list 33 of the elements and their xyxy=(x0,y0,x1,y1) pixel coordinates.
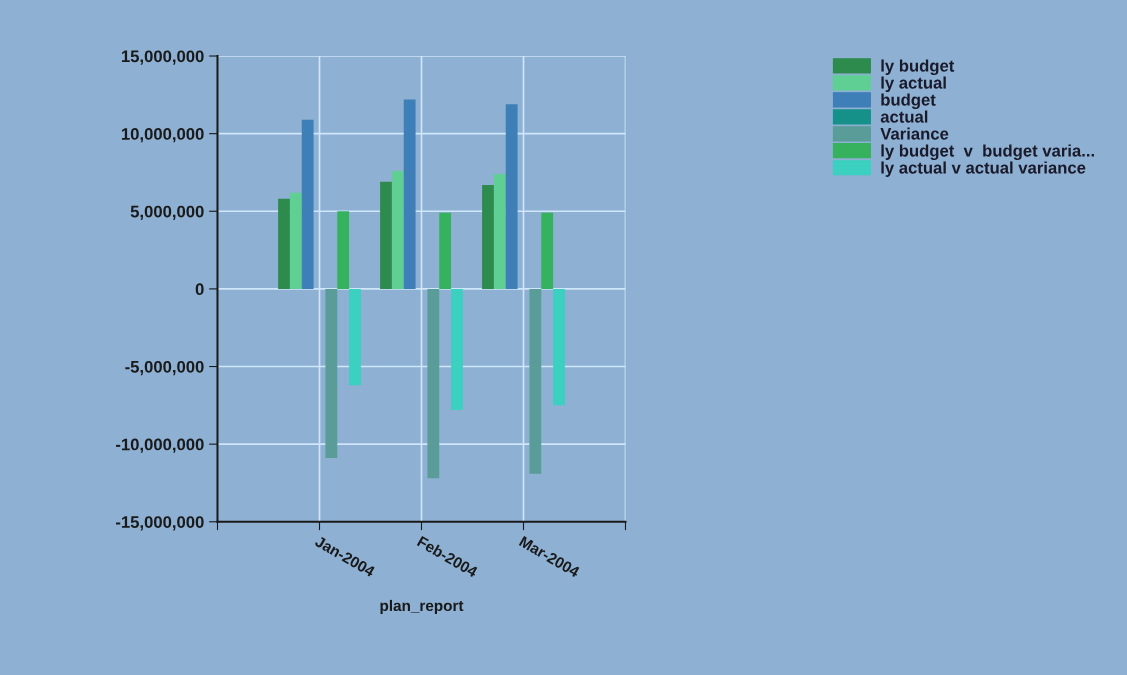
bar xyxy=(541,212,554,289)
bar xyxy=(427,288,440,479)
bar xyxy=(380,181,392,289)
legend-label: ly budget xyxy=(881,59,955,76)
bar xyxy=(391,170,404,289)
legend-label: actual xyxy=(880,110,928,123)
legend-label: budget xyxy=(881,93,936,110)
bar xyxy=(403,99,416,289)
legend-label: ly budget v budget varia... xyxy=(881,144,1094,161)
bar xyxy=(505,104,518,289)
legend-label: ly actual xyxy=(881,76,946,93)
bar xyxy=(482,184,494,289)
bar xyxy=(301,119,314,289)
y-tick-label: 0 xyxy=(195,283,204,296)
y-tick-label: -15,000,000 xyxy=(116,516,204,531)
y-tick-label: -10,000,000 xyxy=(116,438,204,453)
bar xyxy=(337,211,350,289)
y-tick-label: -5,000,000 xyxy=(125,360,204,376)
bar xyxy=(529,288,542,474)
bar xyxy=(553,288,565,406)
x-axis-title: plan_report xyxy=(380,599,464,615)
legend-label: ly actual v actual variance xyxy=(881,161,1086,177)
bar xyxy=(349,288,361,386)
y-tick-label: 5,000,000 xyxy=(130,205,204,220)
y-tick-label: 10,000,000 xyxy=(121,128,204,143)
legend-label: Variance xyxy=(880,127,949,140)
bar xyxy=(493,174,506,289)
bar xyxy=(278,198,290,289)
bar xyxy=(439,212,452,289)
bar xyxy=(289,192,302,289)
bar xyxy=(325,288,338,459)
y-tick-label: 15,000,000 xyxy=(121,50,204,65)
bar xyxy=(451,288,463,410)
